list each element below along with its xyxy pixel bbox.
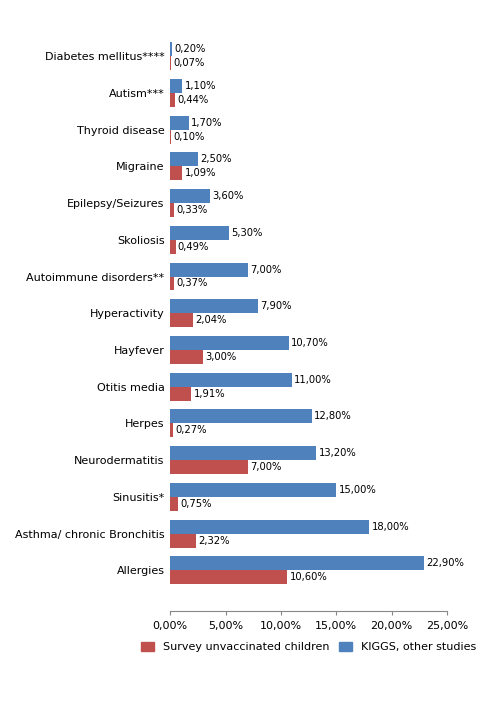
Text: 1,91%: 1,91% bbox=[194, 388, 225, 399]
Text: 2,50%: 2,50% bbox=[200, 154, 231, 164]
Bar bbox=[170, 226, 229, 240]
Bar bbox=[170, 166, 182, 180]
Text: 2,32%: 2,32% bbox=[198, 535, 229, 546]
Text: 0,49%: 0,49% bbox=[178, 241, 209, 252]
Text: 11,00%: 11,00% bbox=[294, 375, 332, 385]
Text: 7,90%: 7,90% bbox=[260, 301, 291, 311]
Text: 7,00%: 7,00% bbox=[250, 462, 281, 472]
Text: 0,44%: 0,44% bbox=[177, 95, 209, 105]
Bar bbox=[170, 336, 289, 350]
Bar bbox=[170, 240, 176, 253]
Bar bbox=[170, 410, 312, 423]
Text: 3,00%: 3,00% bbox=[206, 352, 237, 362]
Text: 22,90%: 22,90% bbox=[426, 559, 464, 569]
Bar bbox=[170, 42, 172, 56]
Text: 3,60%: 3,60% bbox=[212, 191, 243, 201]
Bar bbox=[170, 447, 316, 460]
Text: 12,80%: 12,80% bbox=[314, 412, 352, 422]
Text: 0,20%: 0,20% bbox=[175, 44, 206, 54]
Legend: Survey unvaccinated children, KIGGS, other studies: Survey unvaccinated children, KIGGS, oth… bbox=[137, 638, 481, 657]
Bar bbox=[170, 93, 175, 106]
Bar bbox=[170, 116, 189, 129]
Bar bbox=[170, 129, 171, 143]
Text: 15,00%: 15,00% bbox=[339, 485, 376, 495]
Text: 2,04%: 2,04% bbox=[195, 315, 227, 325]
Bar bbox=[170, 483, 336, 497]
Text: 0,37%: 0,37% bbox=[176, 278, 208, 288]
Text: 13,20%: 13,20% bbox=[318, 448, 356, 458]
Bar bbox=[170, 263, 248, 276]
Text: 1,70%: 1,70% bbox=[191, 118, 223, 128]
Bar bbox=[170, 520, 369, 534]
Text: 0,10%: 0,10% bbox=[173, 131, 205, 141]
Bar bbox=[170, 203, 174, 217]
Bar bbox=[170, 313, 193, 327]
Bar bbox=[170, 387, 191, 400]
Text: 7,00%: 7,00% bbox=[250, 265, 281, 275]
Bar bbox=[170, 350, 203, 364]
Bar bbox=[170, 300, 257, 313]
Text: 10,70%: 10,70% bbox=[291, 338, 328, 348]
Text: 5,30%: 5,30% bbox=[231, 228, 262, 238]
Bar bbox=[170, 276, 174, 290]
Text: 0,33%: 0,33% bbox=[176, 205, 207, 215]
Bar bbox=[170, 189, 210, 203]
Bar bbox=[170, 423, 173, 437]
Bar bbox=[170, 79, 183, 93]
Bar bbox=[170, 534, 196, 547]
Text: 1,09%: 1,09% bbox=[185, 168, 216, 178]
Text: 0,27%: 0,27% bbox=[175, 425, 207, 435]
Bar bbox=[170, 460, 248, 474]
Text: 18,00%: 18,00% bbox=[371, 522, 409, 532]
Text: 1,10%: 1,10% bbox=[185, 81, 216, 91]
Bar bbox=[170, 56, 171, 70]
Bar bbox=[170, 570, 287, 584]
Bar bbox=[170, 153, 198, 166]
Text: 10,60%: 10,60% bbox=[290, 572, 327, 582]
Bar bbox=[170, 497, 179, 511]
Bar bbox=[170, 373, 292, 387]
Text: 0,75%: 0,75% bbox=[181, 499, 212, 509]
Bar bbox=[170, 557, 424, 570]
Text: 0,07%: 0,07% bbox=[173, 58, 204, 68]
